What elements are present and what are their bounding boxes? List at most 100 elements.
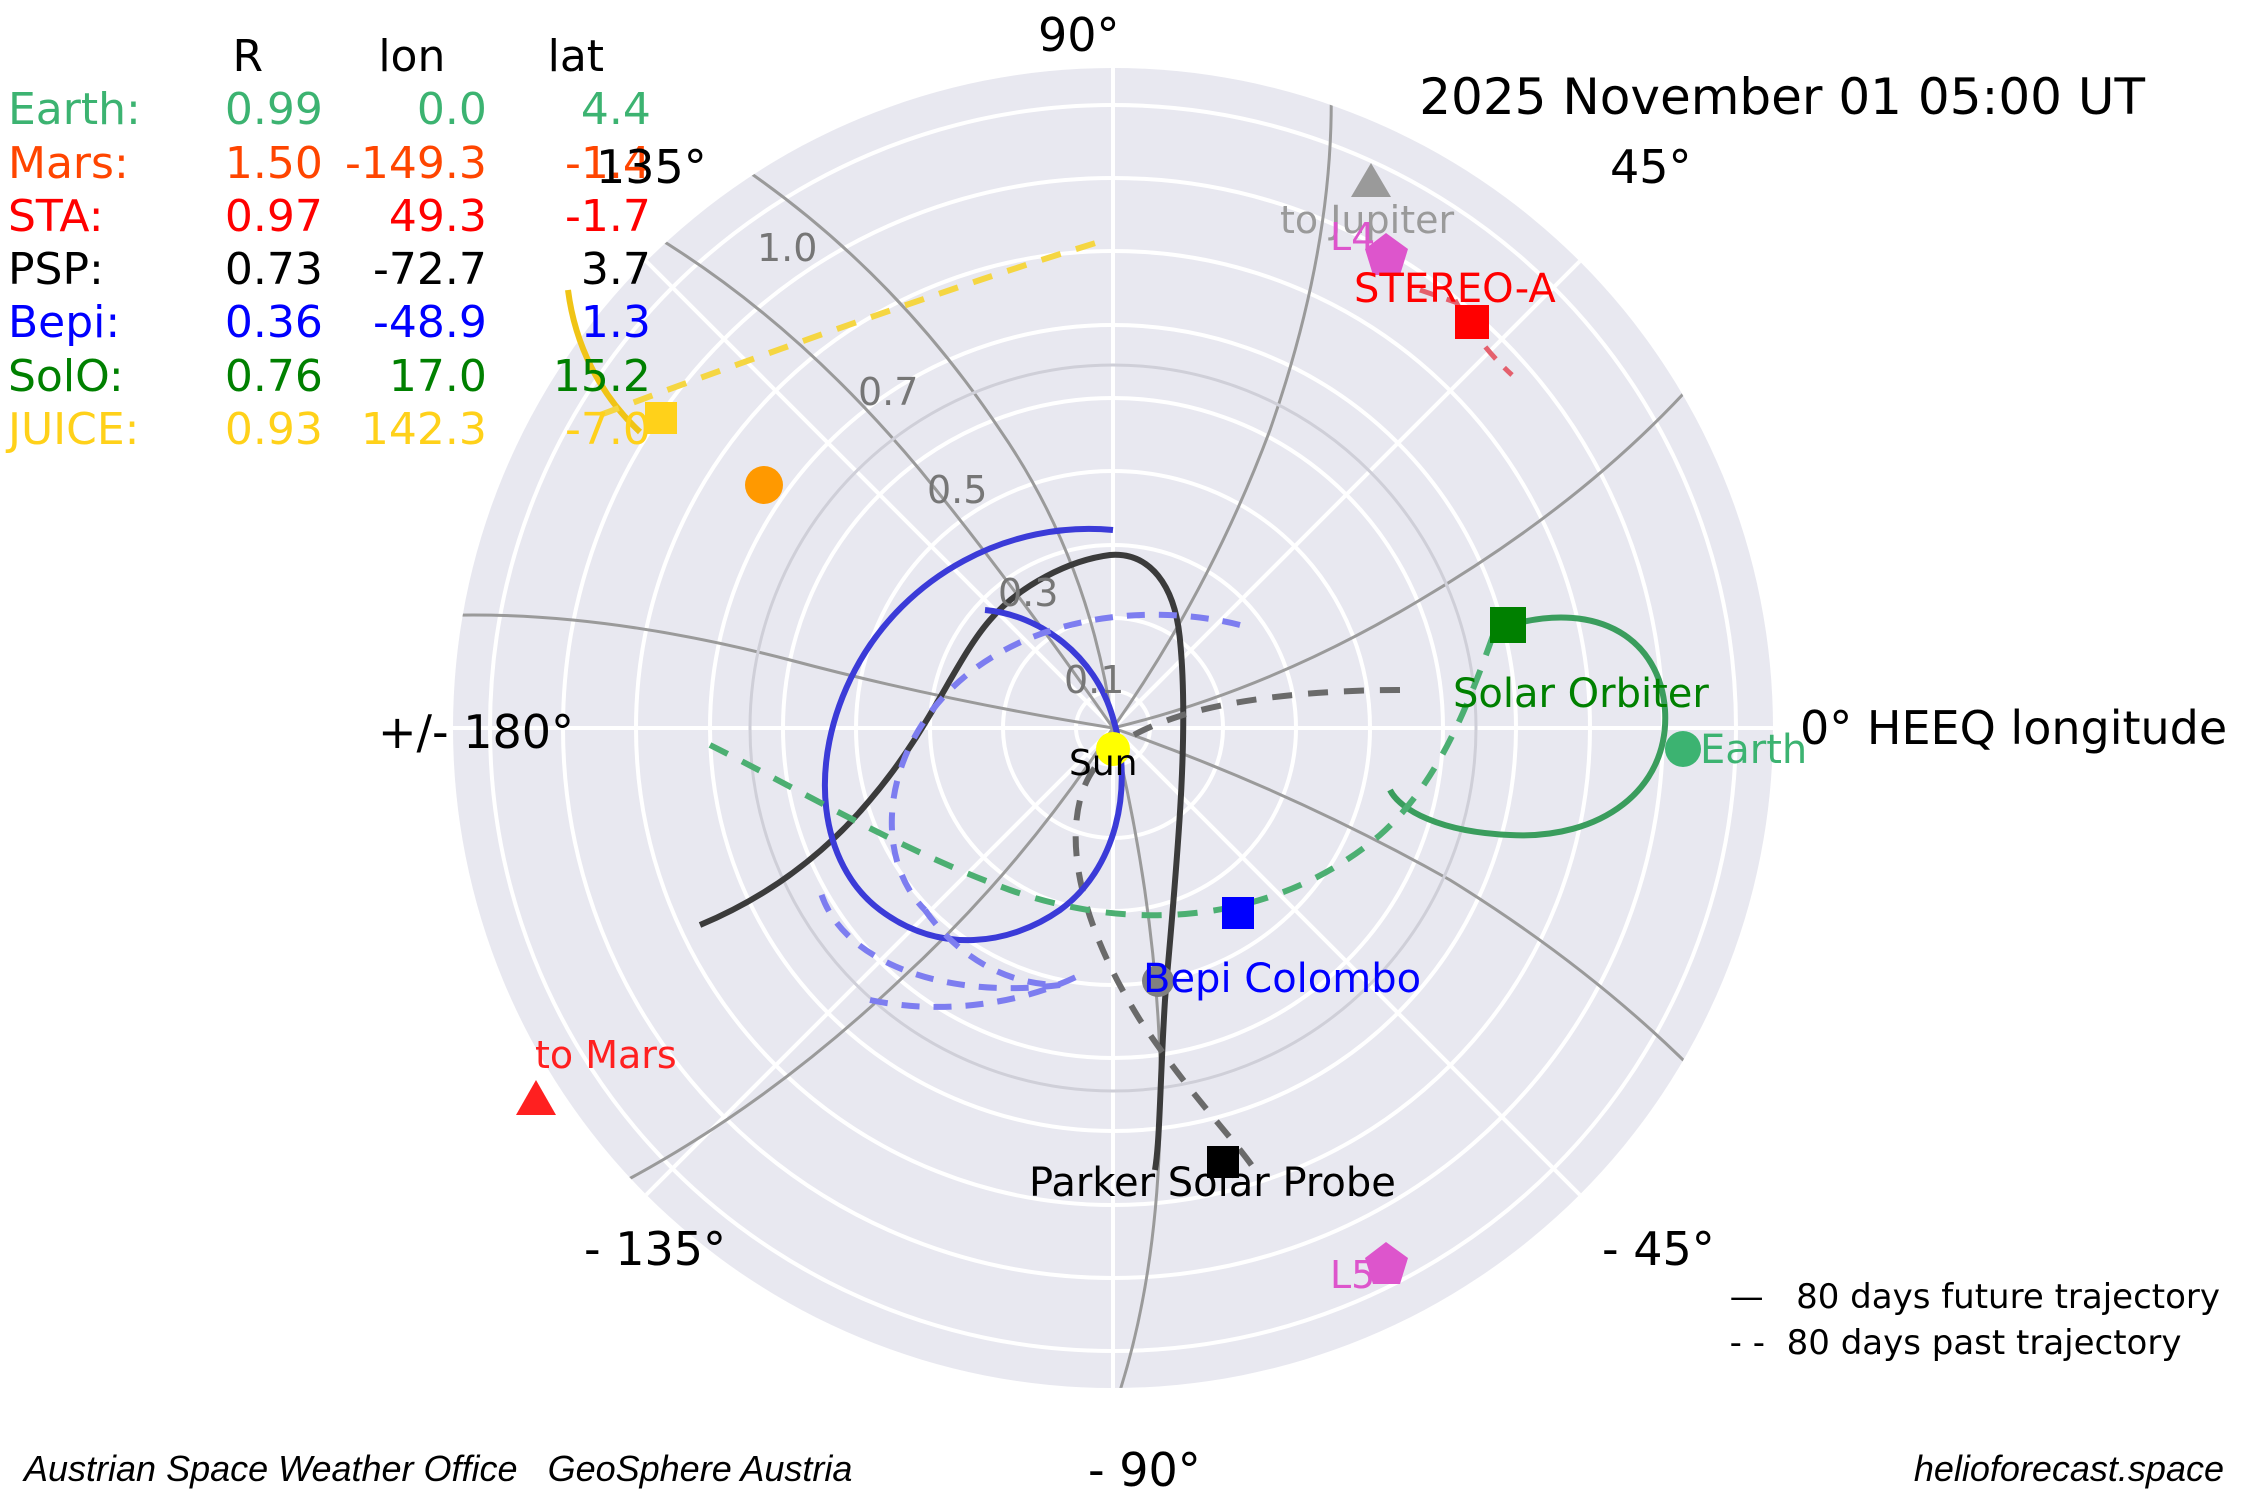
bepi-colombo-marker[interactable] — [1222, 897, 1254, 929]
radial-tick-0.7: 0.7 — [858, 370, 918, 414]
solo-past-trajectory — [708, 628, 1498, 919]
table-header-lat: lat — [547, 31, 605, 82]
table-cell-name: Mars: — [8, 137, 129, 189]
sun-label: Sun — [1069, 743, 1137, 784]
table-cell-lat: 15.2 — [552, 350, 651, 402]
angle-label-90: 90° — [1038, 8, 1120, 62]
table-cell-name: Bepi: — [8, 297, 121, 349]
angle-label-m45: - 45° — [1602, 1222, 1715, 1276]
legend-past: - - 80 days past trajectory — [1729, 1322, 2182, 1363]
juice-future-trajectory — [565, 289, 643, 435]
table-cell-lon: 0.0 — [416, 84, 487, 136]
trajectory-legend: — 80 days future trajectory - - 80 days … — [1730, 1275, 2220, 1367]
sun-marker[interactable] — [1096, 732, 1130, 766]
radial-tick-0.3: 0.3 — [998, 571, 1058, 615]
bepi-past-trajectory-a — [888, 611, 1241, 913]
table-cell-r: 0.99 — [224, 84, 323, 136]
table-cell-r: 0.36 — [224, 297, 323, 349]
stereo-a-marker[interactable] — [1455, 305, 1489, 339]
table-cell-r: 0.76 — [224, 350, 323, 402]
table-cell-name: PSP: — [8, 244, 104, 296]
table-header-row: R lon lat — [8, 30, 651, 83]
bepi-past-trajectory-c — [869, 972, 1082, 1010]
table-header-R: R — [232, 31, 264, 82]
to-mars-label: to Mars — [535, 1033, 677, 1077]
heeq-longitude-label: 0° HEEQ longitude — [1800, 701, 2228, 755]
table-row: Bepi: 0.36 -48.9 1.3 — [8, 296, 651, 349]
table-cell-lon: -72.7 — [372, 244, 487, 296]
table-cell-lon: -149.3 — [344, 137, 487, 189]
table-cell-lat: 4.4 — [580, 84, 651, 136]
juice-marker[interactable] — [645, 402, 677, 434]
table-cell-lat: -1.4 — [564, 137, 651, 189]
radial-tick-1.0: 1.0 — [757, 226, 817, 270]
angle-label-m90: - 90° — [1088, 1443, 1201, 1497]
table-row: Earth: 0.99 0.0 4.4 — [8, 83, 651, 136]
solo-future-trajectory — [1387, 614, 1669, 839]
table-row: PSP: 0.73 -72.7 3.7 — [8, 243, 651, 296]
angle-label-135: 135° — [596, 140, 707, 194]
l5-label: L5 — [1330, 1253, 1375, 1297]
table-cell-lon: 142.3 — [360, 403, 487, 455]
to-mars-marker[interactable] — [516, 1080, 556, 1115]
table-cell-lat: -1.7 — [564, 190, 651, 242]
table-cell-r: 0.73 — [224, 244, 323, 296]
solar-orbiter-marker[interactable] — [1490, 607, 1526, 643]
solar-orbiter-label: Solar Orbiter — [1453, 671, 1709, 717]
table-row: JUICE: 0.93 142.3 -7.0 — [8, 403, 651, 456]
radial-tick-0.5: 0.5 — [927, 468, 987, 512]
l4-label: L4 — [1330, 215, 1375, 259]
table-row: STA: 0.97 49.3 -1.7 — [8, 190, 651, 243]
table-cell-lon: -48.9 — [372, 297, 487, 349]
table-cell-name: STA: — [8, 190, 104, 242]
table-row: SolO: 0.76 17.0 15.2 — [8, 350, 651, 403]
l5-marker[interactable] — [1365, 1242, 1408, 1284]
table-cell-r: 1.50 — [224, 137, 323, 189]
stereo-a-label: STEREO-A — [1354, 266, 1556, 312]
angle-label-180: +/- 180° — [378, 705, 575, 759]
table-header-blank — [8, 30, 159, 83]
table-cell-lon: 49.3 — [388, 190, 487, 242]
table-cell-lat: 1.3 — [580, 297, 651, 349]
table-header-lon: lon — [378, 31, 446, 82]
footer-website: helioforecast.space — [1913, 1448, 2224, 1489]
angle-label-45: 45° — [1610, 140, 1692, 194]
to-jupiter-label: to Jupiter — [1280, 198, 1454, 242]
psp-future-trajectory — [698, 551, 1187, 1171]
table-cell-lat: -7.0 — [564, 403, 651, 455]
psp-label: Parker Solar Probe — [1029, 1160, 1396, 1206]
positions-table: R lon lat Earth: 0.99 0.0 4.4 Mars: 1.50 -149.… — [8, 30, 651, 456]
trajectories-group — [565, 237, 1669, 1172]
table-cell-name: JUICE: — [8, 403, 140, 455]
table-cell-r: 0.97 — [224, 190, 323, 242]
earth-label: Earth — [1700, 727, 1807, 773]
venus-marker[interactable] — [745, 466, 783, 504]
legend-future: — 80 days future trajectory — [1729, 1277, 2220, 1317]
table-cell-name: SolO: — [8, 350, 124, 402]
earth-orbit-circle — [748, 363, 1478, 1093]
table-cell-r: 0.93 — [224, 403, 323, 455]
body-markers-group — [516, 163, 1701, 1284]
positions-table-grid: R lon lat Earth: 0.99 0.0 4.4 Mars: 1.50 -149.… — [8, 30, 651, 456]
angle-label-m135: - 135° — [584, 1222, 727, 1276]
psp-marker[interactable] — [1207, 1146, 1239, 1178]
table-cell-name: Earth: — [8, 84, 141, 136]
plot-labels-group: Sun Earth to Mars to Jupiter L4 L5 STERE… — [535, 198, 1807, 1297]
juice-past-trajectory — [598, 237, 1106, 418]
radial-tick-0.1: 0.1 — [1064, 658, 1124, 702]
to-jupiter-marker[interactable] — [1351, 163, 1391, 197]
table-cell-lon: 17.0 — [388, 350, 487, 402]
earth-marker[interactable] — [1665, 731, 1701, 767]
bepi-colombo-label: Bepi Colombo — [1143, 956, 1421, 1002]
l4-marker[interactable] — [1365, 233, 1408, 275]
mercury-marker[interactable] — [1142, 965, 1174, 997]
table-cell-lat: 3.7 — [580, 244, 651, 296]
footer-attribution: Austrian Space Weather Office GeoSphere … — [24, 1448, 853, 1489]
table-row: Mars: 1.50 -149.3 -1.4 — [8, 137, 651, 190]
stereo-a-past-trajectory-b — [1419, 287, 1456, 305]
page-title: 2025 November 01 05:00 UT — [1419, 68, 2145, 126]
psp-past-trajectory — [1072, 687, 1401, 1172]
table-body: Earth: 0.99 0.0 4.4 Mars: 1.50 -149.3 -1.4 STA: 0… — [8, 83, 651, 456]
